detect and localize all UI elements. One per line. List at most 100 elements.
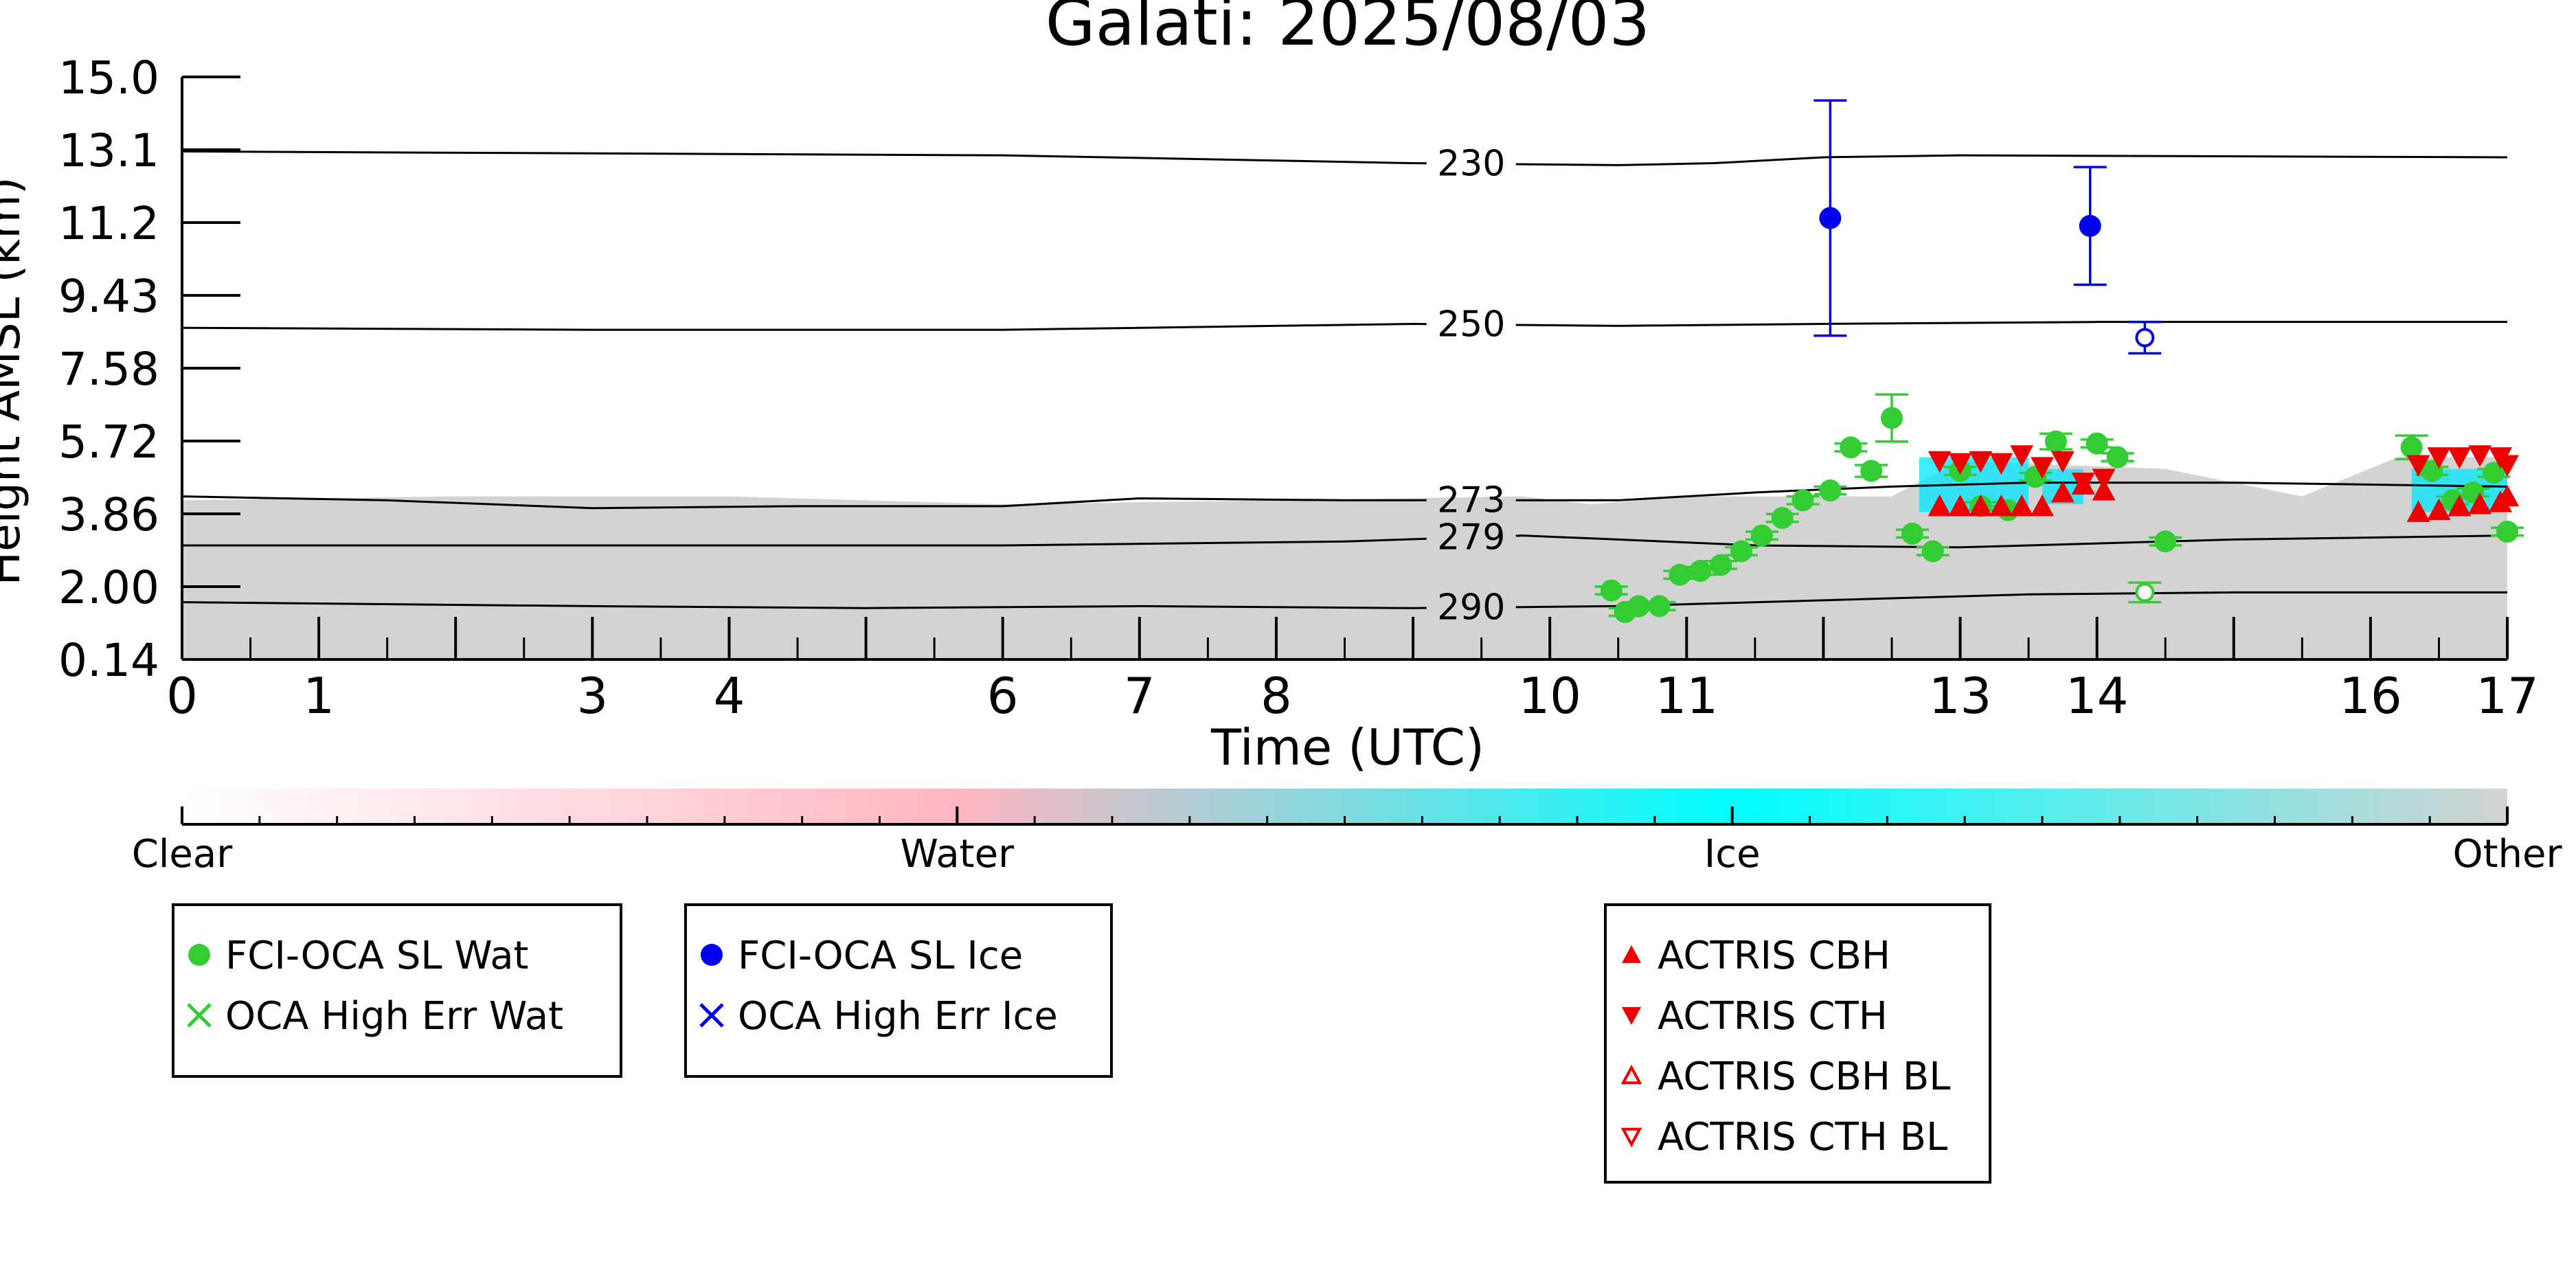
y-axis-label: Height AMSL (km)	[0, 177, 30, 586]
legend-label-0-0: FCI-OCA SL Wat	[225, 934, 529, 978]
contour-line-290	[181, 601, 1427, 609]
series-0-point-12	[1840, 436, 1862, 459]
legend-label-0-1: OCA High Err Wat	[225, 994, 563, 1039]
contour-line-279	[182, 537, 1427, 547]
contour-label-273: 273	[1437, 479, 1505, 521]
x-tick-label: 6	[987, 667, 1019, 725]
series-0-point-30	[2496, 520, 2518, 543]
contour-line-230	[181, 150, 1427, 165]
series-0-point-2	[1627, 595, 1650, 618]
series-1-point-0	[2135, 583, 2155, 602]
series-0-point-29	[2483, 462, 2505, 484]
series-0-point-11	[1819, 479, 1842, 502]
series-5-point-12	[2468, 445, 2492, 467]
legends: FCI-OCA SL Wat OCA High Err Wat FCI-OCA SL…	[172, 903, 1991, 1184]
contour-line-273	[181, 495, 1427, 510]
series-0-point-7	[1730, 540, 1752, 563]
contour-label-290: 290	[1437, 587, 1505, 628]
x-tick-label: 1	[303, 667, 335, 725]
series-5-point-3	[1989, 453, 2013, 475]
series-4-point-3	[1989, 494, 2013, 517]
legend-marker-0-1	[187, 1003, 212, 1028]
series-5-point-8	[2092, 468, 2116, 490]
series-0-point-21	[2044, 430, 2067, 453]
legend-marker-2-1	[1622, 1007, 1641, 1025]
series-4-point-12	[2468, 493, 2492, 515]
series-4-point-1	[1948, 494, 1972, 517]
series-0-point-6	[1710, 554, 1732, 576]
legend-box-1	[684, 903, 1113, 1078]
legend-marker-0-0	[188, 944, 210, 966]
series-4-point-6	[2050, 480, 2075, 503]
series-4-point-9	[2406, 500, 2430, 522]
series-4-point-14	[2496, 484, 2519, 507]
series-0-point-14	[1880, 407, 1903, 429]
series-0-point-16	[1921, 540, 1944, 563]
series-4-point-10	[2427, 498, 2451, 521]
series-4-point-5	[2031, 494, 2054, 517]
x-tick-label: 3	[576, 667, 608, 725]
y-tick-label: 0.14	[58, 634, 159, 687]
contour-label-230: 230	[1437, 143, 1505, 184]
y-tick-label: 11.2	[58, 197, 159, 250]
x-axis-label: Time (UTC)	[1210, 719, 1484, 776]
series-5-point-10	[2427, 447, 2451, 469]
chart-title: Galati: 2025/08/03	[1046, 0, 1650, 60]
series-5-point-0	[1928, 451, 1952, 473]
contour-line-230	[1515, 154, 2508, 166]
legend-marker-1-1	[699, 1003, 724, 1028]
series-5-point-11	[2448, 447, 2472, 469]
series-5-point-9	[2406, 455, 2430, 477]
series-5-point-7	[2071, 473, 2095, 495]
x-tick-label: 10	[1518, 667, 1581, 725]
series-0-point-23	[2106, 446, 2129, 468]
series-0-point-4	[1669, 563, 1691, 586]
series-2-point-1	[2079, 214, 2101, 237]
legend-marker-2-3	[1620, 1127, 1642, 1148]
series-0-point-5	[1689, 560, 1712, 583]
radar-background	[182, 457, 2507, 659]
colorbar-label-other: Other	[2452, 832, 2562, 877]
series-3-point-0	[2135, 328, 2155, 348]
x-tick-label: 7	[1124, 667, 1155, 725]
x-tick-label: 8	[1261, 667, 1292, 725]
series-5-point-1	[1948, 453, 1972, 475]
series-2-point-0	[1819, 207, 1842, 229]
y-tick-label: 3.86	[58, 488, 159, 541]
legend-marker-2-0	[1622, 945, 1641, 963]
series-0-point-8	[1750, 524, 1773, 547]
legend-label-2-3: ACTRIS CTH BL	[1658, 1115, 1947, 1160]
x-tick-label: 16	[2339, 667, 2402, 725]
x-tick-label: 11	[1655, 667, 1718, 725]
series-5-point-4	[2010, 445, 2034, 467]
background-fill	[182, 457, 2507, 659]
series-0-point-25	[2400, 436, 2423, 459]
series-5-point-6	[2050, 451, 2075, 473]
series-5-point-14	[2496, 455, 2519, 477]
series-4-point-2	[1969, 494, 1993, 517]
series-0-point-24	[2154, 530, 2177, 553]
legend-marker-2-2	[1620, 1064, 1642, 1085]
legend-label-1-1: OCA High Err Ice	[738, 994, 1058, 1039]
legend-label-2-0: ACTRIS CBH	[1658, 934, 1890, 978]
colorbar-label-water: Water	[901, 832, 1015, 877]
legend-label-2-2: ACTRIS CBH BL	[1658, 1054, 1950, 1099]
series-0-point-13	[1860, 460, 1883, 482]
legend-label-1-0: FCI-OCA SL Ice	[738, 934, 1023, 978]
series-4-point-4	[2010, 494, 2034, 517]
contour-line-250	[181, 323, 1427, 331]
x-tick-label: 4	[714, 667, 745, 725]
series-0-point-3	[1648, 595, 1671, 618]
legend-box-0	[172, 903, 622, 1078]
y-tick-label: 9.43	[58, 270, 159, 323]
y-tick-label: 2.00	[58, 561, 159, 614]
y-tick-label: 5.72	[58, 416, 159, 468]
series-4-point-11	[2448, 494, 2472, 517]
y-tick-label: 13.1	[58, 124, 159, 177]
legend-label-2-1: ACTRIS CTH	[1658, 994, 1888, 1039]
contour-label-279: 279	[1437, 517, 1505, 558]
y-tick-label: 7.58	[58, 343, 159, 396]
